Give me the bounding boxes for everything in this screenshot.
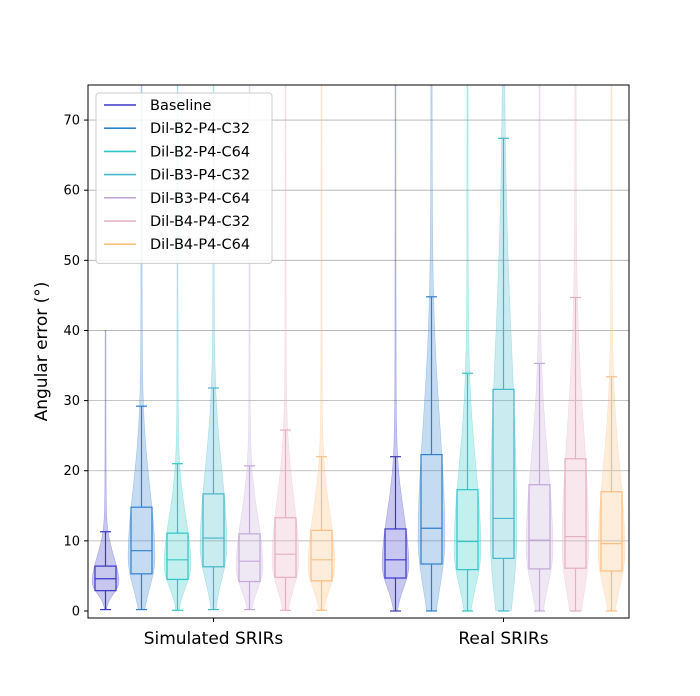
x-axis-groups: Simulated SRIRs Real SRIRs (144, 618, 549, 649)
y-tick-label: 70 (63, 114, 80, 129)
violin-Dil-B4-P4-C32 (271, 84, 300, 611)
legend-label: Baseline (150, 98, 212, 114)
legend-label: Dil-B4-P4-C64 (150, 237, 250, 253)
legend-frame (95, 92, 273, 264)
y-tick-label: 20 (63, 464, 80, 479)
plot-frame (87, 84, 630, 619)
violin-Dil-B2-P4-C64 (453, 84, 482, 612)
y-axis-label: Angular error (°) (32, 282, 52, 422)
box-plots (94, 137, 623, 612)
y-tick-label: 10 (63, 534, 80, 549)
legend-label: Dil-B3-P4-C64 (150, 191, 250, 207)
legend: Baseline Dil-B2-P4-C32 Dil-B2-P4-C64 Dil-B3… (95, 92, 273, 264)
legend-label: Dil-B2-P4-C64 (150, 144, 250, 160)
violin-Dil-B4-P4-C64 (597, 84, 626, 612)
y-tick-label: 30 (63, 394, 80, 409)
legend-label: Dil-B3-P4-C32 (150, 168, 250, 184)
legend-label: Dil-B2-P4-C32 (150, 121, 250, 137)
y-tick-label: 0 (72, 604, 80, 619)
legend-label: Dil-B4-P4-C32 (150, 214, 250, 230)
y-axis-ticks: 0 10 20 30 40 50 60 70 (63, 114, 88, 619)
violin-Dil-B3-P4-C64 (525, 84, 554, 612)
y-tick-label: 50 (63, 254, 80, 269)
group-label: Real SRIRs (458, 629, 548, 649)
violin-Baseline (91, 330, 120, 610)
violins (91, 84, 626, 612)
y-tick-label: 60 (63, 184, 80, 199)
y-tick-label: 40 (63, 324, 80, 339)
group-label: Simulated SRIRs (144, 629, 284, 649)
violin-Dil-B4-P4-C64 (307, 84, 336, 611)
violin-Baseline (381, 84, 410, 612)
